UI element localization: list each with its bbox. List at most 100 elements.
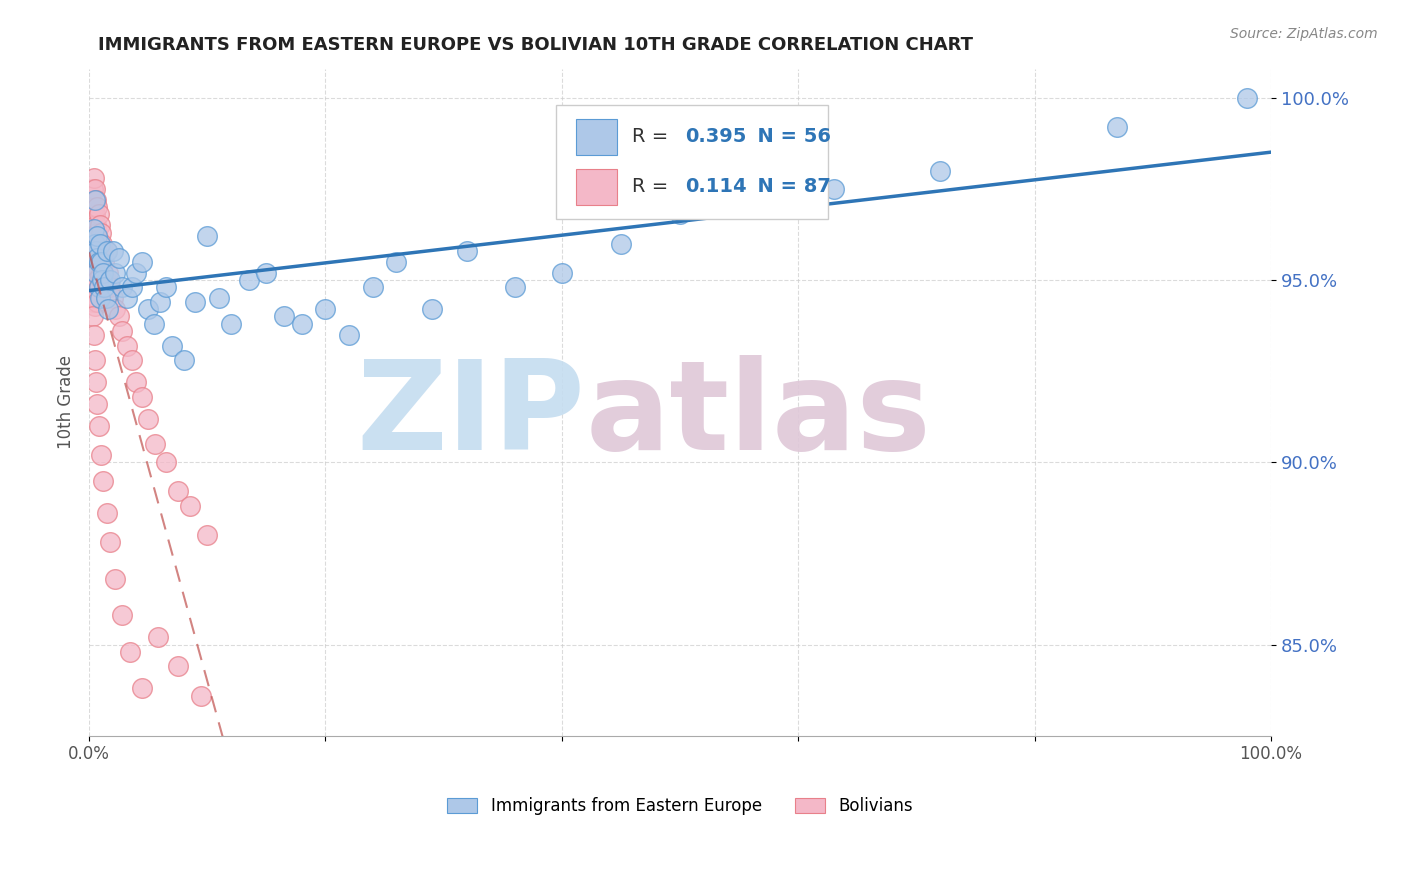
Point — [84, 193, 107, 207]
Point — [195, 229, 218, 244]
Point — [89, 269, 111, 284]
Point — [101, 244, 124, 258]
Point — [97, 302, 120, 317]
Point — [273, 310, 295, 324]
Point — [503, 280, 526, 294]
Point — [166, 484, 188, 499]
Point — [83, 291, 105, 305]
Point — [80, 214, 103, 228]
Point — [131, 390, 153, 404]
FancyBboxPatch shape — [555, 105, 828, 219]
Text: N = 87: N = 87 — [744, 178, 831, 196]
Text: atlas: atlas — [585, 355, 931, 476]
Point — [94, 291, 117, 305]
Text: Source: ZipAtlas.com: Source: ZipAtlas.com — [1230, 27, 1378, 41]
Point — [86, 273, 108, 287]
Point — [179, 499, 201, 513]
Point — [91, 273, 114, 287]
Point — [184, 294, 207, 309]
Point — [86, 251, 108, 265]
Point — [125, 266, 148, 280]
Point — [83, 244, 105, 258]
Point — [80, 236, 103, 251]
Point — [155, 280, 177, 294]
Point — [115, 338, 138, 352]
Point — [107, 251, 129, 265]
Point — [361, 280, 384, 294]
Text: 0.114: 0.114 — [685, 178, 747, 196]
Point — [107, 310, 129, 324]
Text: R =: R = — [631, 128, 673, 146]
Point — [80, 254, 103, 268]
Point — [131, 254, 153, 268]
Point — [90, 254, 112, 268]
Point — [121, 280, 143, 294]
Point — [83, 266, 105, 280]
Point — [91, 266, 114, 280]
Point — [87, 280, 110, 294]
FancyBboxPatch shape — [576, 169, 617, 205]
Point — [208, 291, 231, 305]
Point — [84, 298, 107, 312]
Point — [86, 247, 108, 261]
Point — [456, 244, 478, 258]
Point — [89, 219, 111, 233]
Point — [84, 182, 107, 196]
Point — [84, 207, 107, 221]
Point — [136, 302, 159, 317]
Point — [131, 681, 153, 696]
Point — [83, 200, 105, 214]
Point — [84, 236, 107, 251]
Point — [91, 266, 114, 280]
Point — [111, 280, 134, 294]
Point — [84, 291, 107, 305]
Point — [149, 294, 172, 309]
Point — [87, 254, 110, 268]
Point — [238, 273, 260, 287]
Point — [82, 310, 104, 324]
Point — [86, 226, 108, 240]
Point — [823, 182, 845, 196]
Point — [146, 630, 169, 644]
Point — [89, 291, 111, 305]
Point — [96, 244, 118, 258]
Point — [929, 163, 952, 178]
Point — [740, 193, 762, 207]
Point — [143, 437, 166, 451]
Text: ZIP: ZIP — [357, 355, 585, 476]
Point — [83, 222, 105, 236]
Point — [79, 207, 101, 221]
Point — [104, 302, 127, 317]
Text: R =: R = — [631, 178, 673, 196]
Point — [104, 266, 127, 280]
Point — [219, 317, 242, 331]
Point — [91, 474, 114, 488]
Point — [93, 280, 115, 294]
Point — [91, 262, 114, 277]
Point — [111, 608, 134, 623]
Point — [254, 266, 277, 280]
Point — [96, 244, 118, 258]
Point — [90, 448, 112, 462]
Point — [86, 229, 108, 244]
Point — [84, 266, 107, 280]
Point — [84, 229, 107, 244]
Point — [84, 266, 107, 280]
Point — [83, 222, 105, 236]
Point — [98, 273, 121, 287]
Point — [173, 353, 195, 368]
Point — [84, 375, 107, 389]
Point — [1236, 91, 1258, 105]
Text: IMMIGRANTS FROM EASTERN EUROPE VS BOLIVIAN 10TH GRADE CORRELATION CHART: IMMIGRANTS FROM EASTERN EUROPE VS BOLIVI… — [98, 36, 973, 54]
Point — [291, 317, 314, 331]
Point — [90, 273, 112, 287]
Point — [98, 535, 121, 549]
Point — [87, 254, 110, 268]
Point — [551, 266, 574, 280]
Point — [94, 273, 117, 287]
Point — [84, 273, 107, 287]
Point — [84, 244, 107, 258]
Point — [90, 247, 112, 261]
Point — [87, 233, 110, 247]
Point — [80, 280, 103, 294]
